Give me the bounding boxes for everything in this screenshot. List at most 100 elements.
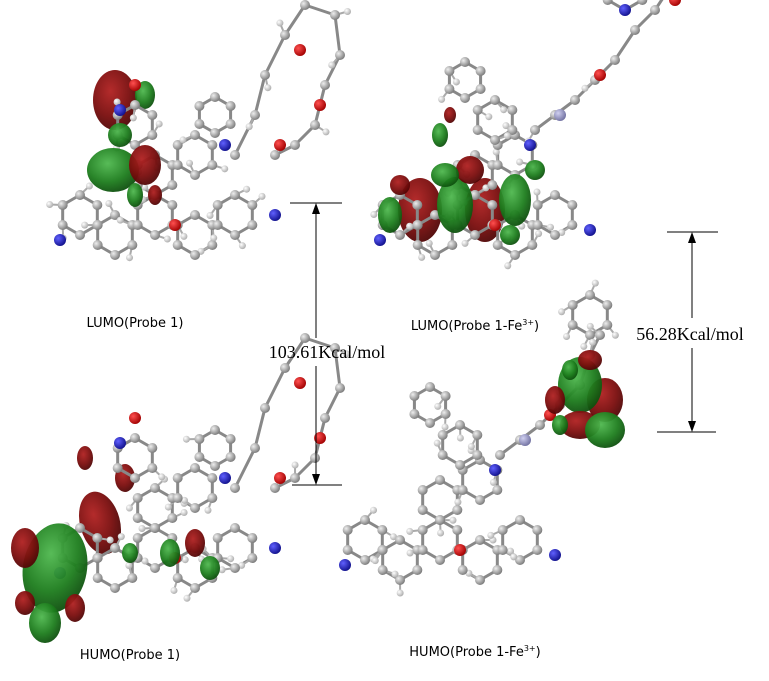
carbon-atom (172, 160, 183, 170)
hetero-atom (594, 69, 606, 81)
hydrogen-atom (438, 95, 446, 103)
carbon-atom (455, 460, 465, 470)
carbon-atom (207, 493, 218, 503)
carbon-atom (210, 461, 220, 471)
hydrogen-atom (389, 533, 397, 541)
carbon-atom (492, 565, 503, 575)
hetero-atom (219, 472, 231, 484)
carbon-atom (472, 105, 483, 115)
carbon-atom (310, 120, 320, 130)
orbital-lobe (65, 594, 85, 622)
carbon-atom (57, 220, 68, 230)
orbital-lobe (444, 107, 456, 123)
carbon-atom (230, 230, 240, 240)
hydrogen-atom (245, 123, 253, 131)
hydrogen-atom (125, 561, 133, 569)
hetero-atom (274, 139, 286, 151)
atoms (370, 0, 681, 270)
carbon-atom (417, 525, 428, 535)
bond (333, 14, 342, 56)
carbon-atom (260, 403, 270, 413)
hydrogen-atom (580, 342, 588, 350)
hydrogen-atom (433, 439, 441, 447)
carbon-atom (495, 450, 505, 460)
carbon-atom (212, 220, 223, 230)
carbon-atom (530, 125, 540, 135)
hydrogen-atom (434, 402, 442, 410)
carbon-atom (412, 220, 423, 230)
label-text: ) (536, 645, 541, 660)
hetero-atom (219, 139, 231, 151)
orbital-lobe (456, 156, 484, 184)
bond (263, 367, 287, 409)
carbon-atom (510, 250, 520, 260)
carbon-atom (475, 84, 486, 94)
carbon-atom (210, 425, 220, 435)
arrow-head (312, 474, 320, 485)
hydrogen-atom (343, 350, 351, 358)
hetero-atom (129, 79, 141, 91)
orbital-lobe (200, 556, 220, 580)
hetero-atom (554, 109, 566, 121)
hydrogen-atom (485, 113, 493, 121)
bond (333, 347, 342, 389)
orbital-lobe (431, 163, 459, 187)
carbon-atom (260, 70, 270, 80)
hydrogen-atom (437, 529, 445, 537)
hydrogen-atom (344, 7, 352, 15)
carbon-atom (409, 391, 420, 401)
carbon-atom (550, 190, 560, 200)
hetero-atom (294, 44, 306, 56)
carbon-atom (360, 555, 370, 565)
hydrogen-atom (591, 279, 599, 287)
hydrogen-atom (467, 443, 475, 451)
panel-label: HUMO(Probe 1) (80, 648, 180, 663)
carbon-atom (147, 110, 158, 120)
carbon-atom (75, 523, 85, 533)
carbon-atom (320, 80, 330, 90)
hydrogen-atom (589, 338, 597, 346)
carbon-atom (300, 333, 310, 343)
carbon-atom (320, 413, 330, 423)
hetero-atom (294, 377, 306, 389)
carbon-atom (280, 30, 290, 40)
hydrogen-atom (141, 183, 149, 191)
hydrogen-atom (563, 332, 571, 340)
hydrogen-atom (155, 120, 163, 128)
carbon-atom (630, 25, 640, 35)
carbon-atom (487, 200, 498, 210)
carbon-atom (425, 382, 435, 392)
hydrogen-atom (456, 434, 464, 442)
hetero-atom (584, 224, 596, 236)
carbon-atom (212, 200, 223, 210)
carbon-atom (172, 140, 183, 150)
carbon-atom (412, 565, 423, 575)
bond (613, 29, 637, 61)
carbon-atom (230, 150, 240, 160)
label-text: ) (534, 319, 539, 334)
carbon-atom (360, 515, 370, 525)
hydrogen-atom (243, 185, 251, 193)
bond (253, 74, 267, 116)
hydrogen-atom (206, 212, 214, 220)
hydrogen-atom (406, 222, 414, 230)
arrow-head (688, 232, 696, 243)
orbital-lobe (122, 543, 138, 563)
carbon-atom (190, 250, 200, 260)
hydrogen-atom (210, 234, 218, 242)
molecule (339, 279, 625, 597)
carbon-atom (300, 0, 310, 10)
hydrogen-atom (586, 322, 594, 330)
label-sup: 3+ (524, 644, 536, 653)
hydrogen-atom (227, 555, 235, 563)
bond (653, 0, 664, 11)
hydrogen-atom (328, 61, 336, 69)
hydrogen-atom (163, 235, 171, 243)
carbon-atom (395, 535, 405, 545)
hetero-atom (489, 219, 501, 231)
carbon-atom (472, 450, 483, 460)
hydrogen-atom (370, 211, 378, 219)
label-text: LUMO(Probe 1-Fe (411, 319, 522, 334)
hydrogen-atom (510, 553, 518, 561)
hydrogen-atom (406, 527, 414, 535)
